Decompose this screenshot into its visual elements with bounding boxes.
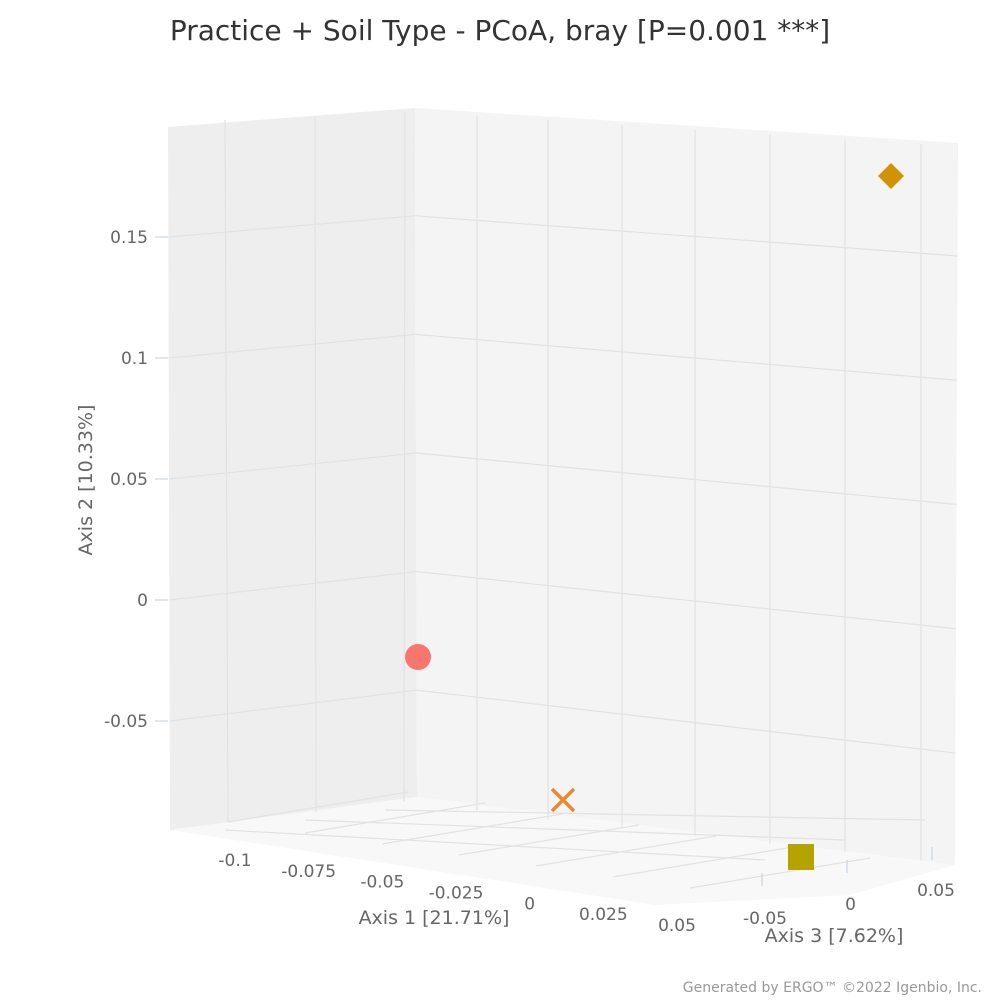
grid-line-y [416,689,956,754]
grid-line-x [403,111,406,803]
grid-line-y [168,333,416,359]
data-point-square [788,844,814,870]
x-axis-title: Axis 1 [21.71%] [359,907,510,929]
floor-grid-line [689,857,871,889]
data-points [405,163,904,870]
chart-title: Practice + Soil Type - PCoA, bray [P=0.0… [170,14,830,47]
x-tick-label: -0.025 [429,884,484,904]
grid-lines [168,111,958,889]
z-tick-label: -0.05 [743,909,787,929]
floor-grid-line [227,791,409,823]
back-wall [415,108,958,865]
grid-line-y [169,570,417,601]
floor-grid-line [535,835,717,867]
floor-grid-line [304,819,846,841]
grid-line-y [168,215,416,238]
x-tick-label: 0.05 [658,916,696,936]
data-point-diamond [878,163,904,189]
grid-line-y [415,452,957,506]
axis-ticks: 0.15 0.1 0.05 0 -0.05 -0.1 -0.075 -0.05 -0.025 0 0… [104,228,955,936]
x-tick-label: -0.075 [281,862,336,882]
z-axis-title: Axis 3 [7.62%] [765,925,904,947]
grid-line-y [415,333,958,381]
y-tick-label: -0.05 [104,712,148,732]
x-tick-label: 0 [524,894,535,914]
y-axis-title: Axis 2 [10.33%] [75,405,97,556]
z-tick-label: 0 [845,895,856,915]
grid-line-y [416,570,957,630]
floor-grid-line [384,809,926,821]
data-point-x [550,787,576,813]
x-tick-label: 0.025 [579,905,628,925]
y-tick-label: 0 [137,591,148,611]
grid-line-x [314,115,317,813]
grid-line-y [415,215,958,257]
chart-walls [168,108,958,905]
footer-credit: Generated by ERGO™ ©2022 Igenbio, Inc. [683,980,982,996]
data-point-circle [405,644,431,670]
y-tick-label: 0.05 [110,470,148,490]
x-tick-label: -0.1 [218,851,251,871]
left-wall [168,108,417,830]
floor-grid-line [224,829,766,861]
z-tick-label: 0.05 [917,881,955,901]
x-tick-label: -0.05 [360,873,404,893]
floor [170,797,955,905]
floor-grid-line [458,824,640,856]
grid-line-y [169,689,417,722]
grid-line-y [168,452,417,480]
floor-grid-line [612,846,794,878]
grid-line-x [224,119,229,823]
floor-grid-line [381,813,563,845]
y-tick-label: 0.15 [110,228,148,248]
floor-grid-line [304,802,486,834]
y-tick-label: 0.1 [121,349,148,369]
